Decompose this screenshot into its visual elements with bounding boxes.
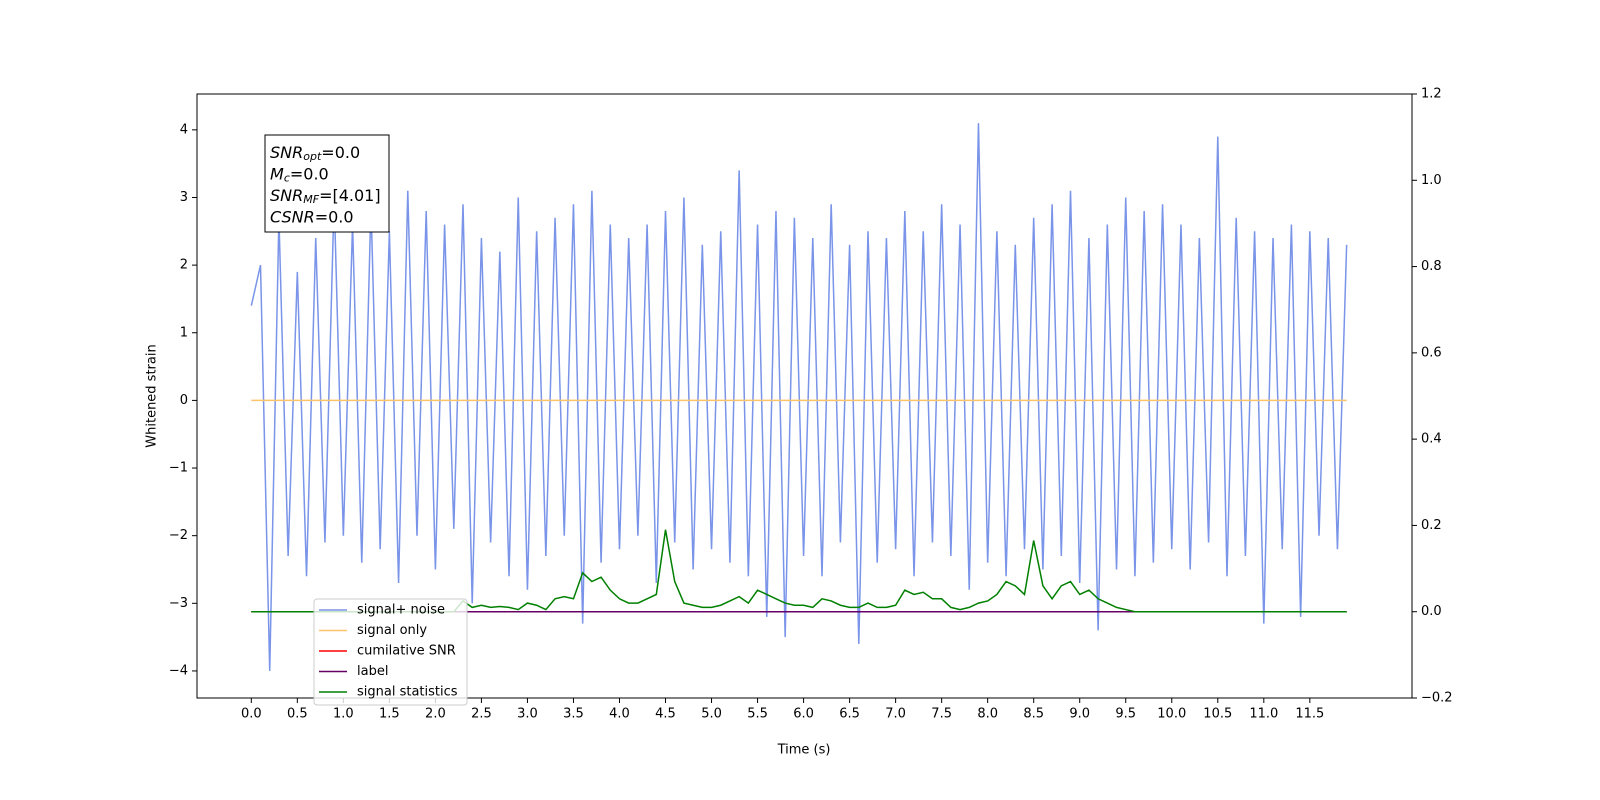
x-tick-label: 0.0 <box>241 707 262 722</box>
x-tick-label: 2.5 <box>471 707 492 722</box>
annotation-sub: MF <box>303 193 319 206</box>
legend-label: signal statistics <box>357 685 458 700</box>
x-tick-label: 1.0 <box>333 707 354 722</box>
x-tick-label: 3.0 <box>517 707 538 722</box>
legend-label: signal+ noise <box>357 603 445 618</box>
y2-tick-label: 0.0 <box>1421 604 1442 619</box>
legend-label: signal only <box>357 623 427 638</box>
plot-frame <box>196 93 1413 699</box>
y2-tick-label: 1.0 <box>1421 173 1442 188</box>
annotation-sub: opt <box>303 150 322 163</box>
x-tick-label: 8.0 <box>977 707 998 722</box>
annotation-box <box>264 134 390 233</box>
x-tick-label: 7.0 <box>885 707 906 722</box>
y-tick-label: 1 <box>180 325 188 340</box>
x-tick-label: 2.0 <box>425 707 446 722</box>
y2-tick-label: 0.2 <box>1421 518 1442 533</box>
annotation-rest: =0.0 <box>321 143 360 162</box>
annotation-sub: c <box>284 172 290 185</box>
series-line <box>250 123 1348 671</box>
y2-tick-label: 0.6 <box>1421 345 1442 360</box>
annotation-var: CSNR <box>270 207 315 226</box>
x-tick-label: 3.5 <box>563 707 584 722</box>
x-tick-label: 8.5 <box>1023 707 1044 722</box>
x-tick-label: 10.5 <box>1203 707 1232 722</box>
annotation-rest: =[4.01] <box>319 186 381 205</box>
legend-label: label <box>357 664 388 679</box>
y2-tick-label: 0.8 <box>1421 259 1442 274</box>
x-tick-label: 4.5 <box>655 707 676 722</box>
x-tick-label: 7.5 <box>931 707 952 722</box>
x-tick-label: 0.5 <box>287 707 308 722</box>
annotation-line: CSNR=0.0 <box>270 207 354 226</box>
y-tick-label: 2 <box>180 258 188 273</box>
x-tick-label: 11.0 <box>1249 707 1278 722</box>
x-tick-label: 4.0 <box>609 707 630 722</box>
y2-tick-label: −0.2 <box>1421 691 1453 706</box>
annotation-line: SNRopt=0.0 <box>270 143 360 164</box>
annotation-rest: =0.0 <box>315 207 354 226</box>
y-tick-label: 4 <box>180 122 188 137</box>
x-tick-label: 6.5 <box>839 707 860 722</box>
y2-tick-label: 1.2 <box>1421 87 1442 102</box>
x-tick-label: 9.0 <box>1069 707 1090 722</box>
x-tick-label: 5.5 <box>747 707 768 722</box>
annotation-var: SNR <box>270 143 303 162</box>
legend-label: cumilative SNR <box>357 644 456 659</box>
x-tick-label: 1.5 <box>379 707 400 722</box>
legend-box <box>313 598 468 706</box>
x-tick-label: 6.0 <box>793 707 814 722</box>
x-tick-label: 11.5 <box>1295 707 1324 722</box>
x-axis-label: Time (s) <box>777 743 831 758</box>
x-tick-label: 10.0 <box>1157 707 1186 722</box>
y-tick-label: 0 <box>180 393 188 408</box>
annotation-rest: =0.0 <box>290 164 329 183</box>
annotation-line: SNRMF=[4.01] <box>270 186 381 207</box>
y-tick-label: 3 <box>180 190 188 205</box>
y-axis-label: Whitened strain <box>145 344 160 447</box>
y2-tick-label: 0.4 <box>1421 432 1442 447</box>
y-tick-label: −4 <box>169 663 188 678</box>
annotation-var: SNR <box>270 186 303 205</box>
annotation-var: M <box>270 164 284 183</box>
y-tick-label: −1 <box>169 461 188 476</box>
y-tick-label: −2 <box>169 528 188 543</box>
x-tick-label: 9.5 <box>1115 707 1136 722</box>
x-tick-label: 5.0 <box>701 707 722 722</box>
y-tick-label: −3 <box>169 596 188 611</box>
annotation-line: Mc=0.0 <box>270 164 329 185</box>
